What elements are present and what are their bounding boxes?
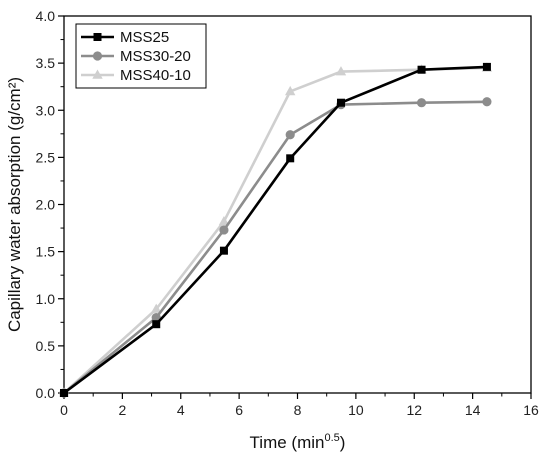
series-MSS40-10 <box>58 62 493 397</box>
y-tick-label: 0.0 <box>36 385 56 401</box>
x-tick-label: 4 <box>177 402 185 418</box>
data-point <box>219 225 229 235</box>
legend-entry: MSS40-10 <box>81 67 191 84</box>
x-tick-label: 6 <box>235 402 243 418</box>
legend-entry: MSS25 <box>81 29 169 46</box>
data-point <box>335 66 347 76</box>
data-point <box>285 85 296 96</box>
y-tick-label: 2.5 <box>36 149 56 165</box>
data-point <box>218 215 230 226</box>
legend-label: MSS40-10 <box>120 67 191 84</box>
series-line <box>63 100 487 395</box>
series-layer <box>58 62 493 398</box>
x-tick-label: 12 <box>406 402 422 418</box>
legend-swatch-marker <box>93 33 102 41</box>
legend-label: MSS30-20 <box>120 48 191 65</box>
y-tick-label: 3.0 <box>36 102 56 118</box>
data-point <box>482 62 491 71</box>
data-point <box>151 303 162 313</box>
data-point <box>482 97 492 107</box>
data-point <box>60 389 68 397</box>
y-tick-label: 4.0 <box>36 8 56 24</box>
legend-swatch-marker <box>92 51 103 61</box>
y-tick-label: 1.0 <box>36 291 56 307</box>
x-tick-label: 14 <box>465 402 481 418</box>
data-point <box>416 98 427 108</box>
data-point <box>152 320 161 329</box>
x-axis-title-suffix: ) <box>340 433 346 452</box>
x-tick-label: 0 <box>60 402 68 418</box>
tick-labels: 0 2 4 6 8 10 12 14 16 0.0 0.5 1.0 1.5 2.0 2.5 3.0 3.5 4.0 <box>36 8 539 418</box>
data-point <box>336 98 345 107</box>
data-point <box>219 246 228 255</box>
x-tick-label: 8 <box>294 402 302 418</box>
y-tick-label: 3.5 <box>36 55 56 71</box>
legend-swatch-marker <box>92 69 103 79</box>
x-tick-label: 16 <box>523 402 539 418</box>
axis-ticks <box>58 15 532 399</box>
legend: MSS25 MSS30-20 MSS40-10 <box>75 23 207 89</box>
x-tick-label: 2 <box>118 402 126 418</box>
x-axis-title: Time (min0.5) <box>250 432 346 452</box>
data-point <box>417 65 426 74</box>
series-MSS30-20 <box>59 97 492 398</box>
y-axis-title: Capillary water absorption (g/cm²) <box>5 77 24 332</box>
x-axis-title-main: Time (min <box>250 433 325 452</box>
x-axis-title-superscript: 0.5 <box>324 432 339 444</box>
series-MSS25 <box>60 62 491 397</box>
legend-label: MSS25 <box>120 29 169 46</box>
series-line <box>63 65 487 395</box>
data-point <box>285 130 295 140</box>
y-tick-label: 2.0 <box>36 197 56 213</box>
legend-entry: MSS30-20 <box>81 48 191 65</box>
y-tick-label: 0.5 <box>36 338 56 354</box>
y-tick-label: 1.5 <box>36 244 56 260</box>
data-point <box>286 154 295 163</box>
x-tick-label: 10 <box>348 402 364 418</box>
